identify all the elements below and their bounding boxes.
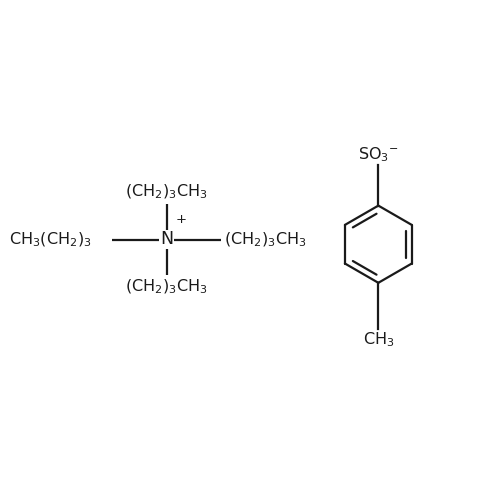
Text: (CH$_2$)$_3$CH$_3$: (CH$_2$)$_3$CH$_3$ [225, 230, 307, 249]
Text: CH$_3$(CH$_2$)$_3$: CH$_3$(CH$_2$)$_3$ [9, 230, 91, 249]
Text: SO$_3$$^{-}$: SO$_3$$^{-}$ [358, 146, 399, 164]
Text: CH$_3$: CH$_3$ [363, 330, 394, 349]
Text: +: + [176, 213, 187, 226]
Text: (CH$_2$)$_3$CH$_3$: (CH$_2$)$_3$CH$_3$ [125, 278, 208, 297]
Text: N: N [160, 230, 173, 249]
Text: (CH$_2$)$_3$CH$_3$: (CH$_2$)$_3$CH$_3$ [125, 182, 208, 201]
